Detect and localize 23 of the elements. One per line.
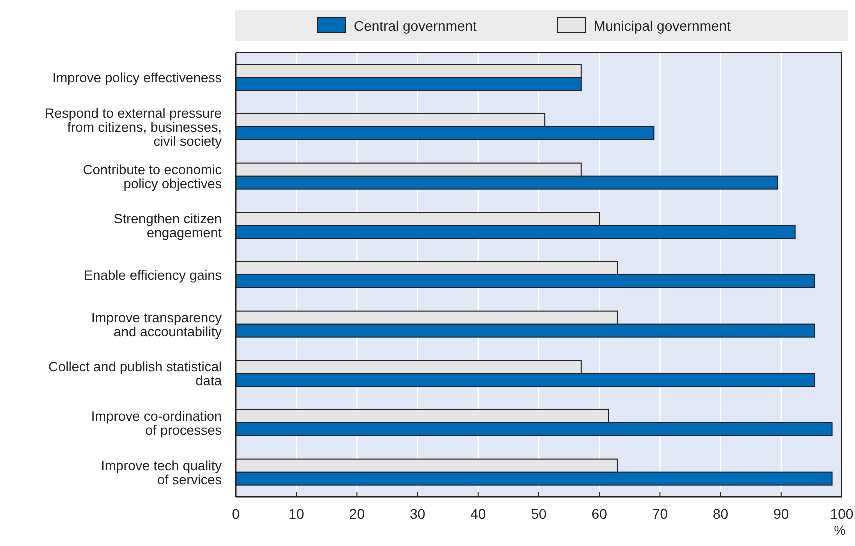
y-tick-label: Collect and publish statistical data bbox=[48, 360, 222, 389]
y-tick-label: Enable efficiency gains bbox=[84, 268, 222, 283]
y-tick-label: Strengthen citizen engagement bbox=[114, 212, 222, 241]
y-tick-label: Contribute to economic policy objectives bbox=[83, 162, 222, 192]
y-tick-label: Improve policy effectiveness bbox=[52, 70, 222, 86]
y-tick-label: Improve transparency and accountability bbox=[91, 310, 222, 340]
legend-label: Central government bbox=[354, 18, 478, 34]
y-tick-label: Improve co-ordination of processes bbox=[91, 409, 222, 438]
x-tick-label: 100 bbox=[830, 506, 854, 522]
legend-label: Municipal government bbox=[594, 18, 732, 34]
x-tick-label: 60 bbox=[592, 506, 608, 522]
x-tick-label: 10 bbox=[288, 506, 305, 522]
x-tick-label: 0 bbox=[232, 506, 240, 522]
x-tick-label: 70 bbox=[652, 506, 668, 522]
x-tick-label: 90 bbox=[774, 506, 790, 522]
x-tick-label: 20 bbox=[349, 506, 366, 522]
x-tick-label: 30 bbox=[410, 506, 426, 522]
y-tick-label: Respond to external pressure from citizens, businesses, civil society bbox=[44, 106, 222, 149]
x-axis-title: % bbox=[834, 523, 846, 538]
x-tick-label: 50 bbox=[531, 506, 547, 522]
x-tick-label: 80 bbox=[713, 506, 729, 522]
x-tick-label: 40 bbox=[470, 506, 486, 522]
y-tick-label: Improve tech quality of services bbox=[101, 458, 222, 488]
